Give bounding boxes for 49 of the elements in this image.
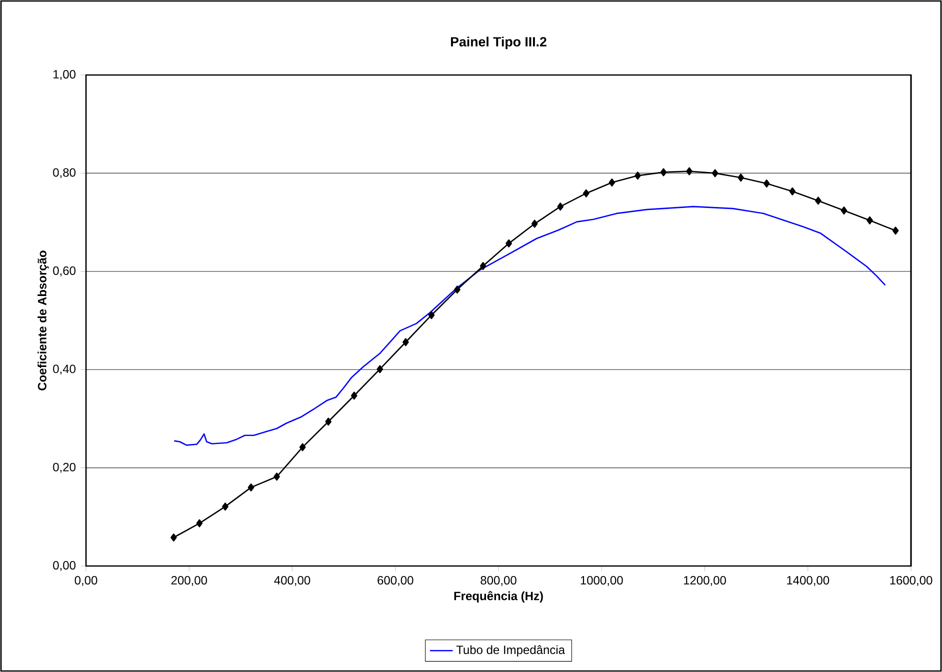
x-tick-label: 1000,00 <box>580 576 623 586</box>
x-axis-title: Frequência (Hz) <box>454 591 543 603</box>
point <box>196 519 203 528</box>
y-tick-label: 1,00 <box>54 70 76 80</box>
point <box>531 220 538 228</box>
point <box>763 180 770 188</box>
y-tick-label: 0,40 <box>53 364 76 375</box>
point <box>376 365 384 374</box>
point <box>170 534 177 542</box>
legend-label: Tubo de Impedância <box>456 645 566 656</box>
y-tick-label: 0,20 <box>53 462 76 473</box>
x-tick-label: 1600,00 <box>890 576 932 586</box>
point <box>866 216 873 224</box>
point <box>815 196 822 205</box>
point <box>892 226 899 235</box>
point <box>454 286 460 294</box>
line-series <box>174 206 886 446</box>
y-tick-label: 0,00 <box>53 561 76 571</box>
y-tick-label: 0,80 <box>53 168 76 178</box>
point <box>660 168 667 176</box>
y-tick-label: 0,60 <box>53 266 76 276</box>
x-tick-label: 1200,00 <box>684 576 726 586</box>
x-tick-label: 800,00 <box>480 576 516 586</box>
point <box>582 189 590 198</box>
x-tick-label: 400,00 <box>274 576 310 586</box>
x-tick-label: 1400,00 <box>787 576 830 586</box>
point <box>325 418 332 426</box>
point <box>608 178 616 187</box>
point <box>712 169 718 178</box>
point <box>274 472 280 481</box>
point <box>789 187 796 196</box>
point <box>738 174 744 182</box>
x-tick-label: 200,00 <box>171 576 208 586</box>
point <box>634 172 641 180</box>
chart-title: Painel Tipo III.2 <box>450 36 546 50</box>
point <box>686 167 692 176</box>
point <box>840 206 848 215</box>
point <box>350 392 358 400</box>
point <box>557 202 564 211</box>
point <box>299 443 306 452</box>
point <box>428 311 435 320</box>
point <box>506 239 512 248</box>
point <box>248 483 254 492</box>
point <box>222 502 228 511</box>
point <box>402 338 409 346</box>
x-tick-label: 0,00 <box>74 576 98 586</box>
y-axis-title: Coeficiente de Absorção <box>38 250 49 390</box>
x-tick-label: 600,00 <box>378 576 414 586</box>
point <box>480 262 486 270</box>
